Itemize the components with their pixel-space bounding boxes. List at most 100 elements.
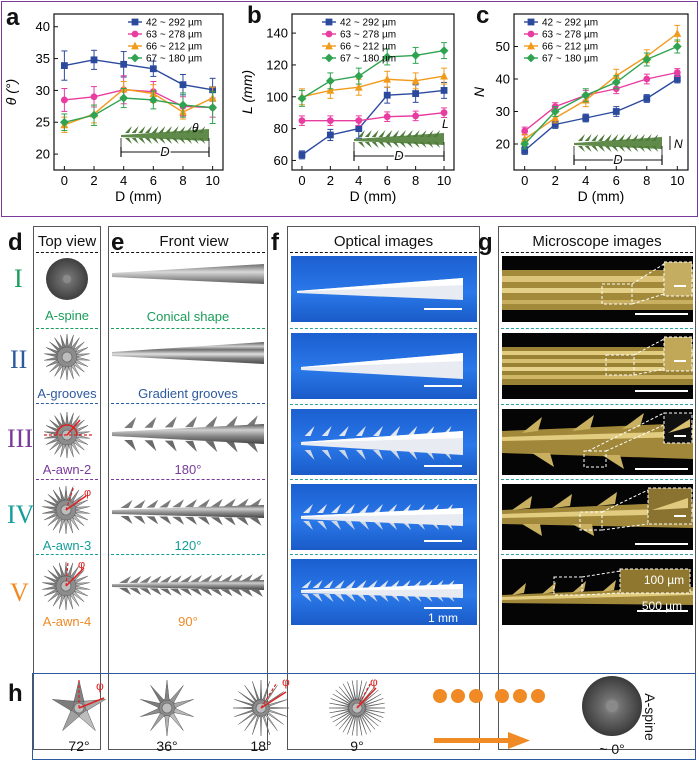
front-view-awn-2: [112, 415, 264, 453]
petal: [328, 707, 350, 709]
petal: [76, 353, 90, 358]
awn-spike: [249, 517, 262, 526]
data-point: [131, 30, 139, 38]
divider: [111, 252, 265, 253]
series-0: [60, 49, 217, 102]
petal: [75, 509, 90, 514]
awn-spike: [149, 575, 162, 583]
awn-spike: [390, 450, 401, 460]
data-point: [326, 131, 334, 139]
row-divider: [501, 554, 693, 555]
data-point: [382, 52, 392, 62]
petal: [362, 689, 379, 704]
plot-area: [513, 13, 689, 171]
petal: [44, 575, 58, 584]
plot-area: [291, 13, 455, 171]
awn-spike: [144, 416, 157, 428]
scale-bar: [424, 308, 462, 310]
row-divider: [501, 479, 693, 480]
awn-spike: [146, 516, 159, 525]
y-tick-label: 60: [274, 153, 288, 168]
data-point: [383, 113, 391, 121]
petal: [259, 679, 263, 701]
optical-image-5: 1 mm: [291, 559, 477, 625]
data-point: [325, 30, 333, 38]
series-3: [520, 39, 682, 150]
optical-image-4: [291, 484, 477, 550]
data-point: [521, 147, 529, 154]
petal: [65, 333, 69, 348]
x-tick-label: 8: [412, 173, 419, 188]
x-tick-label: 4: [582, 173, 589, 188]
awn-spike: [124, 440, 137, 451]
awn-spike: [205, 415, 218, 427]
panel-h-frame: [32, 673, 696, 760]
petal: [67, 518, 74, 534]
awn-spike: [190, 589, 203, 596]
flower-18deg: φ: [232, 676, 290, 736]
awn-spike: [338, 450, 349, 460]
y-tick-label: 40: [36, 19, 50, 34]
y-tick-label: 20: [36, 147, 50, 162]
x-tick-label: 2: [90, 173, 97, 188]
petal: [58, 486, 65, 502]
petal: [73, 341, 85, 352]
x-tick-label: 6: [613, 173, 620, 188]
awn-spike: [129, 588, 142, 596]
awn-spike: [172, 516, 185, 525]
data-point: [297, 93, 307, 103]
microscope-image-2: [502, 333, 693, 399]
top-view-frame: [33, 226, 101, 750]
petal: [75, 506, 90, 511]
series-1: [298, 107, 448, 126]
data-point: [148, 95, 158, 105]
petal: [329, 702, 350, 708]
data-point: [551, 113, 560, 122]
y-tick-label: 50: [496, 39, 510, 54]
row-divider: [111, 328, 265, 329]
petal: [49, 440, 61, 451]
petal: [58, 518, 65, 534]
legend-entry: 42 ~ 292 µm: [146, 18, 202, 29]
petal: [69, 593, 80, 607]
dot: [513, 689, 527, 703]
awn-spike: [359, 504, 369, 513]
scale-bar: [424, 540, 462, 542]
data-point: [673, 75, 681, 83]
petal: [44, 434, 58, 439]
petal: [44, 353, 58, 358]
petal: [42, 509, 57, 514]
panel-label-c: c: [476, 2, 490, 29]
dot: [531, 689, 545, 703]
petal: [68, 334, 74, 349]
awn-spike: [236, 498, 249, 507]
divider: [290, 252, 477, 253]
petal: [173, 707, 194, 717]
petal: [360, 714, 372, 733]
data-point: [324, 53, 334, 63]
awn-spike: [378, 594, 389, 602]
petal: [332, 693, 351, 705]
a-awn-2-top-view: [44, 411, 92, 459]
data-point: [611, 77, 621, 87]
data-point: [383, 74, 392, 83]
petal: [65, 444, 69, 459]
petal: [68, 443, 74, 458]
panel-label-g: g: [478, 229, 493, 256]
petal: [363, 711, 382, 723]
petal: [60, 334, 66, 349]
awn-spike: [373, 504, 383, 513]
awn-spike: [345, 504, 355, 513]
awn-spike: [210, 498, 223, 507]
petal: [234, 699, 255, 707]
row-divider: [36, 479, 98, 480]
petal: [363, 693, 382, 705]
awn-spike: [345, 594, 356, 602]
petal: [347, 715, 355, 735]
awn-spike: [249, 498, 262, 507]
phi-label: φ: [282, 676, 290, 689]
series-line: [524, 32, 678, 140]
y-tick-label: 25: [36, 115, 50, 130]
petal: [44, 512, 58, 521]
row-numeral-4: IV: [7, 500, 35, 529]
